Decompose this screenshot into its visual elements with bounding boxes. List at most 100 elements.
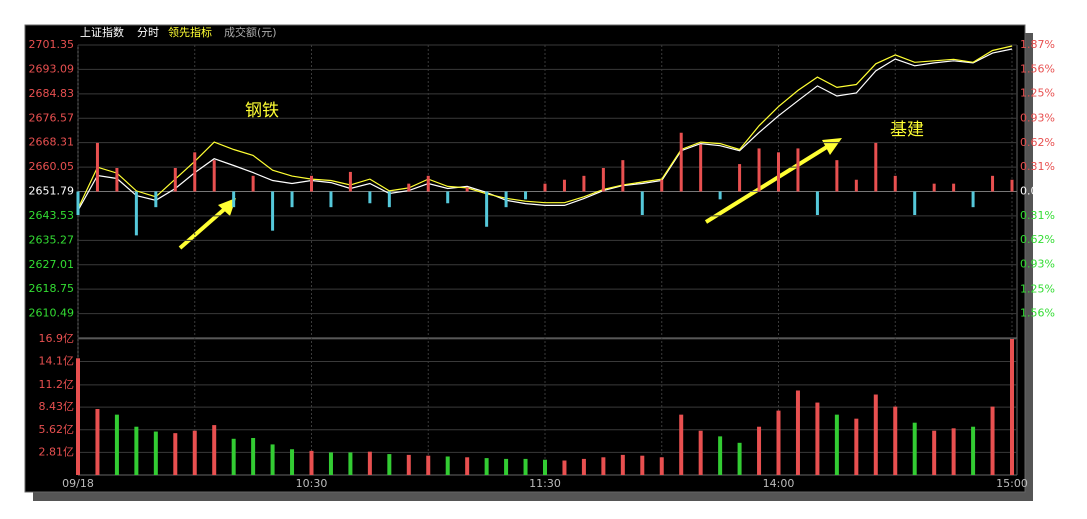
y2-tick-label: 0.62% xyxy=(1020,136,1055,149)
strength-bar xyxy=(562,179,566,192)
volume-bar xyxy=(932,430,937,475)
y-tick-label: 14.1亿 xyxy=(39,355,75,368)
volume-bar xyxy=(76,358,80,475)
strength-bar xyxy=(913,191,917,216)
x-tick-label: 11:30 xyxy=(529,477,561,490)
frame xyxy=(24,24,1026,493)
y2-tick-label: 0.93% xyxy=(1020,257,1055,270)
x-tick-label: 14:00 xyxy=(763,477,795,490)
arrow xyxy=(704,143,832,224)
strength-bar xyxy=(815,191,819,216)
y-tick-label: 2651.79 xyxy=(29,185,75,198)
strength-bar xyxy=(971,191,975,208)
y-tick-label: 2676.57 xyxy=(29,111,75,124)
y-tick-label: 2635.27 xyxy=(29,233,75,246)
strength-bar xyxy=(854,179,858,192)
y-tick-label: 2660.05 xyxy=(29,160,75,173)
strength-bar xyxy=(582,175,586,192)
strength-bar xyxy=(738,164,742,192)
strength-bar xyxy=(173,167,177,192)
y-tick-label: 11.2亿 xyxy=(39,378,75,391)
strength-bar xyxy=(426,175,430,192)
volume-bar xyxy=(270,444,275,475)
strength-bar xyxy=(115,167,119,192)
strength-bar xyxy=(660,179,664,192)
volume-bar xyxy=(212,425,217,475)
volume-bar xyxy=(951,428,956,475)
volume-bar xyxy=(465,457,470,475)
volume-bar xyxy=(873,394,878,475)
volume-bar xyxy=(562,460,567,475)
y2-tick-label: 0.31% xyxy=(1020,160,1055,173)
volume-bar xyxy=(776,410,781,475)
volume-bar xyxy=(406,454,411,475)
annotation: 基建 xyxy=(890,120,924,140)
strength-bar xyxy=(290,191,294,208)
y-tick-label: 2610.49 xyxy=(29,307,75,320)
volume-bar xyxy=(971,426,976,475)
strength-bar xyxy=(251,175,255,192)
strength-bar xyxy=(893,175,897,192)
y-tick-label: 2.81亿 xyxy=(39,445,75,458)
x-tick-label: 09/18 xyxy=(62,477,94,490)
strength-bar xyxy=(387,191,391,208)
volume-name: 成交额(元) xyxy=(224,25,277,39)
x-tick-label: 10:30 xyxy=(296,477,328,490)
volume-bar xyxy=(854,418,859,475)
y2-tick-label: 0.31% xyxy=(1020,209,1055,222)
volume-bar xyxy=(348,452,353,475)
strength-bar xyxy=(76,191,80,216)
volume-bar xyxy=(426,455,431,475)
strength-bar xyxy=(543,183,547,192)
y-tick-label: 2618.75 xyxy=(29,282,75,295)
y-tick-label: 2643.53 xyxy=(29,209,75,222)
volume-bar xyxy=(718,436,723,475)
volume-bar xyxy=(134,426,139,475)
strength-bar xyxy=(271,191,275,231)
volume-bar xyxy=(601,457,606,475)
strength-bar xyxy=(679,132,683,192)
strength-bar xyxy=(835,160,839,192)
strength-bar xyxy=(640,191,644,216)
y2-tick-label: 1.25% xyxy=(1020,282,1055,295)
strength-bar xyxy=(777,152,780,192)
strength-bar xyxy=(348,171,352,192)
strength-bar xyxy=(232,191,236,208)
volume-bar xyxy=(620,454,625,475)
header-mode: 分时 xyxy=(137,26,159,39)
strength-bar xyxy=(699,144,703,192)
volume-bar xyxy=(523,458,528,475)
strength-bar xyxy=(368,191,372,204)
volume-bar xyxy=(698,430,703,475)
series-name: 上证指数 xyxy=(80,25,124,39)
y2-tick-label: 0.62% xyxy=(1020,233,1055,246)
volume-bar xyxy=(95,409,100,475)
strength-bar xyxy=(524,191,528,200)
strength-bar xyxy=(952,183,956,192)
strength-bar xyxy=(154,191,158,208)
y-tick-label: 8.43亿 xyxy=(39,400,75,413)
x-tick-label: 15:00 xyxy=(996,477,1028,490)
series-name: 领先指标 xyxy=(168,25,212,39)
strength-bar xyxy=(621,160,625,192)
y2-tick-label: 1.25% xyxy=(1020,87,1055,100)
strength-bar xyxy=(504,191,508,208)
strength-bar xyxy=(446,191,450,204)
price-line xyxy=(77,48,1013,211)
volume-bar xyxy=(153,431,158,475)
strength-bar xyxy=(874,142,878,192)
y2-tick-label: 1.56% xyxy=(1020,307,1055,320)
strength-bar xyxy=(134,191,138,236)
volume-bar xyxy=(504,458,509,475)
volume-bar xyxy=(114,414,119,475)
volume-bar xyxy=(795,390,800,475)
volume-bar xyxy=(581,458,586,475)
volume-bar xyxy=(659,457,664,475)
strength-bar xyxy=(95,142,99,192)
volume-bar xyxy=(192,430,197,475)
strength-bar xyxy=(193,152,197,192)
strength-bar xyxy=(796,148,800,192)
volume-bar xyxy=(640,455,645,475)
y-tick-label: 5.62亿 xyxy=(39,423,75,436)
